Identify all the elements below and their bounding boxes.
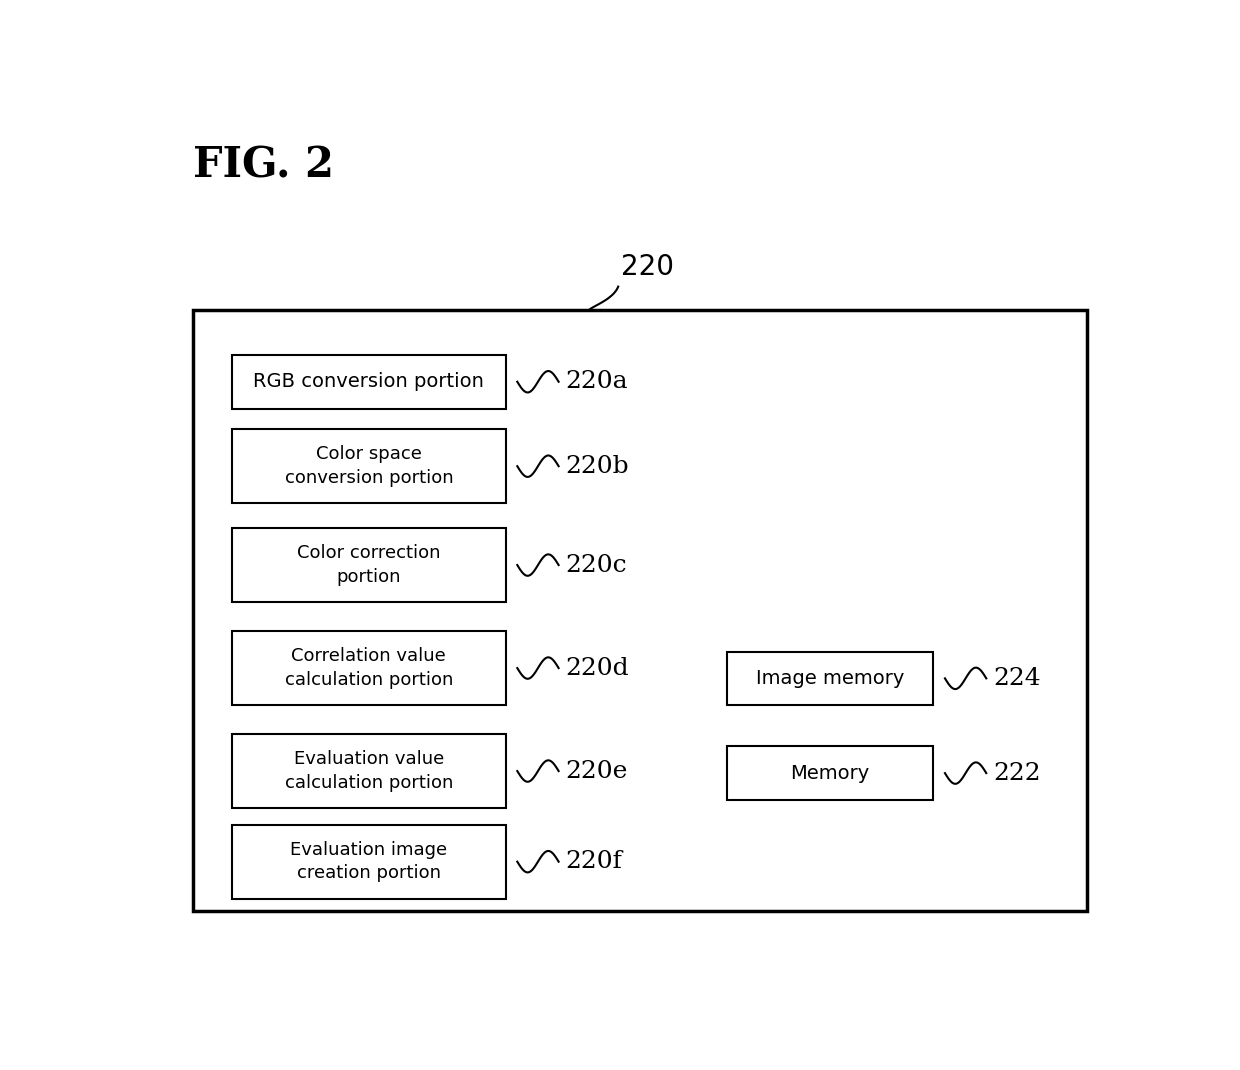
Text: RGB conversion portion: RGB conversion portion <box>253 372 485 392</box>
Text: Evaluation value
calculation portion: Evaluation value calculation portion <box>285 750 453 792</box>
FancyBboxPatch shape <box>232 825 506 899</box>
FancyBboxPatch shape <box>232 429 506 503</box>
Text: 220: 220 <box>621 253 675 280</box>
Text: 220e: 220e <box>565 760 627 782</box>
FancyBboxPatch shape <box>232 355 506 409</box>
Text: Evaluation image
creation portion: Evaluation image creation portion <box>290 841 448 883</box>
Text: 220b: 220b <box>565 455 629 477</box>
FancyBboxPatch shape <box>232 528 506 602</box>
FancyBboxPatch shape <box>727 747 934 800</box>
Text: Color space
conversion portion: Color space conversion portion <box>284 445 453 487</box>
Text: Memory: Memory <box>790 764 869 782</box>
Text: 220f: 220f <box>565 851 622 873</box>
Text: Image memory: Image memory <box>756 669 904 688</box>
FancyBboxPatch shape <box>193 309 1087 912</box>
FancyBboxPatch shape <box>232 631 506 705</box>
Text: 220a: 220a <box>565 370 627 394</box>
Text: Correlation value
calculation portion: Correlation value calculation portion <box>285 647 453 689</box>
FancyBboxPatch shape <box>232 734 506 808</box>
Text: 224: 224 <box>993 667 1040 690</box>
Text: 220d: 220d <box>565 657 629 679</box>
Text: Color correction
portion: Color correction portion <box>298 545 440 586</box>
FancyBboxPatch shape <box>727 652 934 705</box>
Text: 222: 222 <box>993 762 1040 784</box>
Text: 220c: 220c <box>565 553 627 577</box>
Text: FIG. 2: FIG. 2 <box>193 144 335 187</box>
